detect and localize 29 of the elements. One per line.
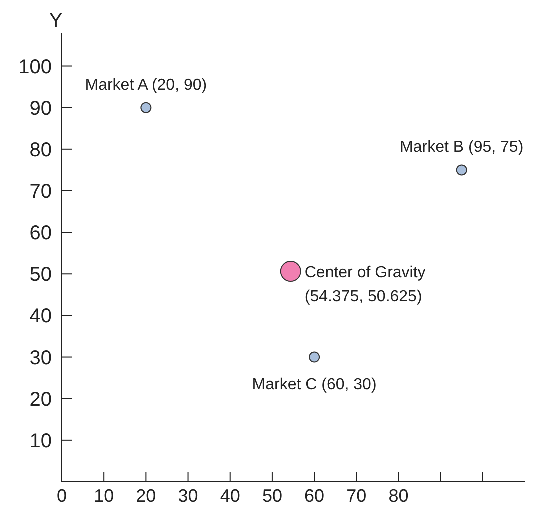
y-tick-label: 30	[30, 347, 52, 370]
annotation: (54.375, 50.625)	[304, 288, 422, 306]
point	[140, 102, 152, 114]
x-tick-label: 40	[220, 486, 240, 506]
y-axis-title: Y	[49, 10, 63, 32]
x-tick-label: 10	[94, 486, 114, 506]
annotation: Market A (20, 90)	[85, 76, 208, 94]
x-tick-label: 60	[304, 486, 325, 506]
point	[309, 352, 320, 363]
y-tick-label: 80	[30, 139, 52, 162]
y-tick-label: 60	[30, 222, 52, 245]
y-tick-label: 100	[18, 56, 52, 78]
point	[456, 164, 468, 176]
x-tick-label: 0	[56, 486, 68, 506]
annotation: Center of Gravity	[304, 264, 426, 282]
x-tick-label: 20	[136, 486, 156, 506]
y-tick-label: 40	[30, 306, 52, 328]
point	[280, 261, 302, 282]
x-tick-label: 50	[262, 486, 282, 506]
annotation: Market C (60, 30)	[252, 376, 377, 394]
y-tick-label: 20	[30, 388, 52, 411]
x-tick-label: 80	[388, 486, 409, 506]
y-tick-label: 50	[30, 264, 52, 286]
x-tick-label: 70	[346, 486, 367, 506]
y-tick-label: 90	[30, 98, 52, 120]
y-tick-label: 10	[30, 430, 52, 452]
x-tick-label: 30	[178, 486, 198, 506]
y-tick-label: 70	[30, 180, 52, 203]
annotation: Market B (95, 75)	[400, 139, 524, 156]
